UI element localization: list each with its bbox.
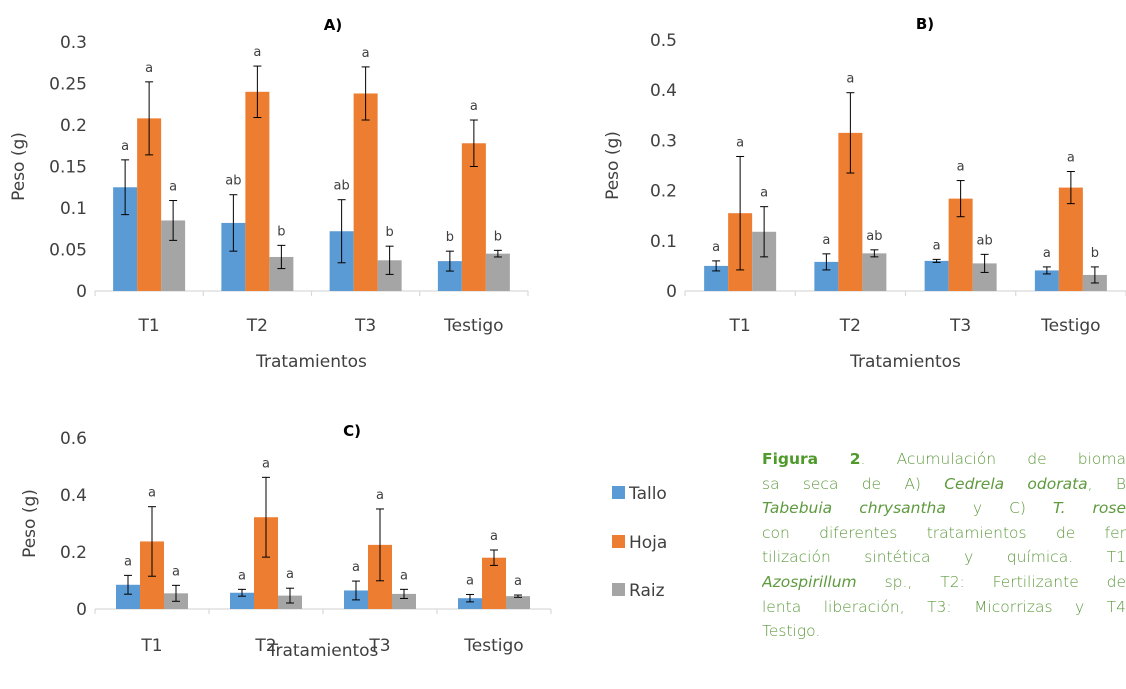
chart-c-ytick-label: 0.2 [60,543,87,563]
chart-b-significance-letter: a [933,238,941,253]
figure-caption: Figura 2. Acumulación de bioma sa seca d… [762,450,1126,641]
chart-c-significance-letter: a [124,554,132,569]
chart-b-significance-letter: a [822,233,830,248]
chart-b-significance-letter: a [1043,246,1051,261]
chart-a-significance-letter: ab [334,179,350,194]
chart-a-significance-letter: a [362,46,370,61]
chart-b-significance-letter: ab [977,233,993,248]
chart-b-significance-letter: a [1067,151,1075,166]
chart-a-title: A) [324,16,342,34]
chart-b-bar-tallo [924,260,949,291]
chart-c-significance-letter: a [400,568,408,583]
chart-b-ytick-label: 0.5 [650,31,677,51]
legend-swatch-tallo [612,486,625,499]
chart-a-ytick-label: 0.05 [49,241,87,261]
chart-a-bar-raiz [485,253,510,291]
chart-b-significance-letter: a [712,240,720,255]
chart-c-significance-letter: a [466,573,474,588]
chart-a-ytick-label: 0 [76,282,87,302]
chart-c-x-axis-label: Tratamientos [267,641,379,661]
chart-a-bar-hoja [461,143,486,291]
chart-c-bar-tallo [458,598,482,609]
chart-c-significance-letter: a [376,488,384,503]
chart-c-ytick-label: 0.4 [60,486,87,506]
chart-c-xtick-label: Testigo [463,636,523,656]
chart-c-xtick-label: T2 [254,636,276,656]
chart-b-ytick-label: 0 [666,282,677,302]
chart-c-bar-tallo [230,592,254,609]
chart-b-ytick-label: 0.3 [650,131,677,151]
chart-a-significance-letter: b [446,230,454,245]
chart-c-significance-letter: a [172,564,180,579]
chart-a-xtick-label: T3 [354,316,376,336]
chart-b-significance-letter: a [736,135,744,150]
chart-c-ytick-label: 0.6 [60,429,87,449]
chart-b-xtick-label: T3 [949,316,971,336]
chart-a-ytick-label: 0.3 [60,33,87,53]
chart-c-significance-letter: a [490,529,498,544]
chart-c-significance-letter: a [262,456,270,471]
chart-c-y-axis-label: Peso (g) [20,489,40,558]
chart-c-significance-letter: a [286,567,294,582]
chart-b-xtick-label: T2 [839,316,861,336]
legend-label-hoja: Hoja [629,533,667,553]
chart-c-significance-letter: a [148,486,156,501]
chart-a-bar-hoja [245,91,270,291]
chart-b-significance-letter: a [846,72,854,87]
chart-a-xtick-label: T1 [138,316,160,336]
chart-a-ytick-label: 0.2 [60,116,87,136]
chart-c-significance-letter: a [514,574,522,589]
chart-a-significance-letter: b [277,224,285,239]
chart-a-significance-letter: ab [225,174,241,189]
chart-a-significance-letter: a [121,139,129,154]
chart-a-xtick-label: Testigo [443,316,503,336]
chart-b-ytick-label: 0.1 [650,232,677,252]
chart-a-ytick-label: 0.25 [49,75,87,95]
chart-a-xtick-label: T2 [246,316,268,336]
chart-a-significance-letter: a [253,45,261,60]
chart-b-xtick-label: T1 [729,316,751,336]
legend-swatch-hoja [612,535,625,548]
chart-a-y-axis-label: Peso (g) [9,132,29,201]
chart-b-significance-letter: b [1091,246,1099,261]
chart-a-significance-letter: b [494,229,502,244]
legend-label-raiz: Raiz [629,581,665,601]
legend-label-tallo: Tallo [628,484,667,504]
chart-b-title: B) [916,15,934,33]
chart-a-significance-letter: b [385,225,393,240]
chart-c-bar-hoja [482,557,506,609]
chart-c-bar-raiz [392,593,416,609]
chart-b-significance-letter: ab [866,229,882,244]
chart-b-bar-hoja [1058,187,1083,291]
chart-b-bar-tallo [1034,270,1059,291]
chart-c-xtick-label: T1 [140,636,162,656]
chart-a-ytick-label: 0.1 [60,199,87,219]
chart-c-significance-letter: a [238,568,246,583]
chart-c-bar-raiz [506,596,530,609]
chart-b-y-axis-label: Peso (g) [603,131,623,200]
chart-a-significance-letter: a [145,61,153,76]
chart-c-significance-letter: a [352,560,360,575]
chart-c-xtick-label: T3 [368,636,390,656]
chart-b-bar-raiz [862,253,887,291]
caption-figure-label: Figura 2 [762,450,861,468]
legend-swatch-raiz [612,583,625,596]
chart-b-significance-letter: a [760,186,768,201]
chart-b-xtick-label: Testigo [1040,316,1100,336]
chart-a-x-axis-label: Tratamientos [255,352,367,372]
chart-a-ytick-label: 0.15 [49,158,87,178]
chart-c-ytick-label: 0 [76,600,87,620]
chart-b-x-axis-label: Tratamientos [849,352,961,372]
chart-a-significance-letter: a [169,180,177,195]
chart-a-bar-hoja [353,93,378,292]
chart-a-significance-letter: a [470,99,478,114]
chart-c-title: C) [343,422,361,440]
chart-b-ytick-label: 0.2 [650,182,677,202]
chart-b-significance-letter: a [957,160,965,175]
chart-b-ytick-label: 0.4 [650,81,677,101]
